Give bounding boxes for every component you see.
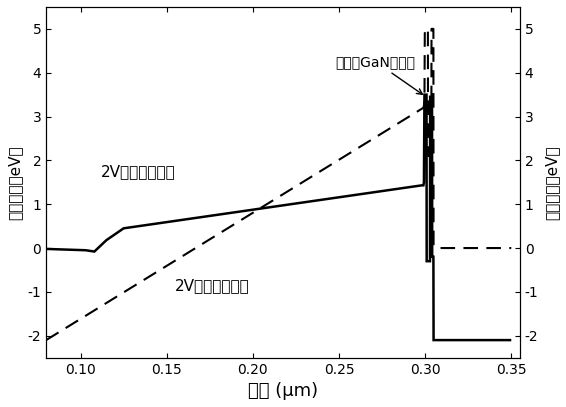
Y-axis label: 导带能量（eV）: 导带能量（eV） bbox=[544, 145, 559, 220]
Text: 厘本征GaN隔离层: 厘本征GaN隔离层 bbox=[336, 55, 422, 94]
Text: 2V反向偏置电压: 2V反向偏置电压 bbox=[101, 164, 176, 179]
X-axis label: 位置 (μm): 位置 (μm) bbox=[248, 382, 318, 400]
Text: 2V正向偏置电压: 2V正向偏置电压 bbox=[175, 278, 250, 293]
Y-axis label: 导带能量（eV）: 导带能量（eV） bbox=[7, 145, 22, 220]
